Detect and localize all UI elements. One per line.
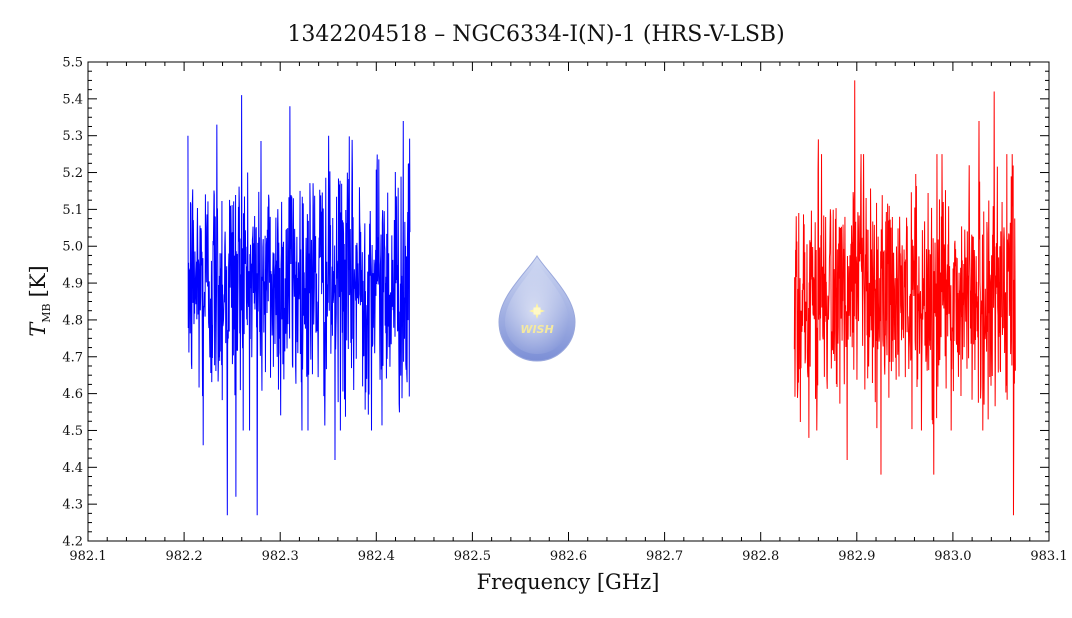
x-axis-label: Frequency [GHz] bbox=[477, 570, 660, 594]
y-tick-label: 4.9 bbox=[62, 277, 83, 292]
svg-text:TMB[K]: TMB [K] bbox=[26, 265, 53, 336]
y-tick-label: 5.2 bbox=[62, 166, 83, 181]
x-tick-labels: 982.1 982.2 982.3 982.4 982.5 982.6 982.7 982.8… bbox=[69, 549, 1067, 564]
y-tick-label: 4.2 bbox=[62, 535, 83, 550]
y-axis-subscript: MB bbox=[40, 303, 53, 322]
y-tick-label: 4.6 bbox=[62, 387, 83, 402]
y-tick-label: 4.4 bbox=[62, 461, 83, 476]
wish-logo: WISH bbox=[498, 255, 576, 362]
y-tick-label: 4.3 bbox=[62, 498, 83, 513]
chart-title: 1342204518 – NGC6334-I(N)-1 (HRS-V-LSB) bbox=[287, 22, 784, 47]
x-tick-label: 982.4 bbox=[358, 549, 395, 564]
x-tick-label: 982.2 bbox=[165, 549, 202, 564]
series-layer bbox=[187, 80, 1016, 516]
x-tick-label: 983.1 bbox=[1030, 549, 1067, 564]
y-axis-label: TMB [K] bbox=[26, 265, 53, 336]
wish-star-icon bbox=[529, 303, 545, 319]
axis-ticks bbox=[87, 61, 1050, 542]
series-line-red bbox=[793, 80, 1016, 516]
y-tick-label: 4.7 bbox=[62, 350, 83, 365]
y-tick-labels: 4.2 4.3 4.4 4.5 4.6 4.7 4.8 4.9 5.0 5.1 5.2 5.3 5.4 5… bbox=[62, 56, 83, 550]
series-line-blue bbox=[187, 95, 411, 516]
y-tick-label: 5.4 bbox=[62, 92, 83, 107]
x-tick-label: 982.7 bbox=[646, 549, 683, 564]
y-tick-label: 5.0 bbox=[62, 240, 83, 255]
y-tick-label: 4.5 bbox=[62, 424, 83, 439]
y-tick-label: 4.8 bbox=[62, 313, 83, 328]
x-tick-label: 982.8 bbox=[742, 549, 779, 564]
y-tick-label: 5.3 bbox=[62, 129, 83, 144]
x-tick-label: 982.5 bbox=[454, 549, 491, 564]
x-tick-label: 982.9 bbox=[838, 549, 875, 564]
y-tick-label: 5.5 bbox=[62, 56, 83, 71]
x-tick-label: 983.0 bbox=[934, 549, 971, 564]
x-tick-label: 982.6 bbox=[550, 549, 587, 564]
x-tick-label: 982.3 bbox=[262, 549, 299, 564]
y-axis-symbol: T bbox=[26, 321, 50, 337]
x-tick-label: 982.1 bbox=[69, 549, 106, 564]
wish-logo-text: WISH bbox=[520, 323, 553, 336]
y-tick-label: 5.1 bbox=[62, 203, 83, 218]
y-axis-unit: [K] bbox=[26, 265, 50, 297]
